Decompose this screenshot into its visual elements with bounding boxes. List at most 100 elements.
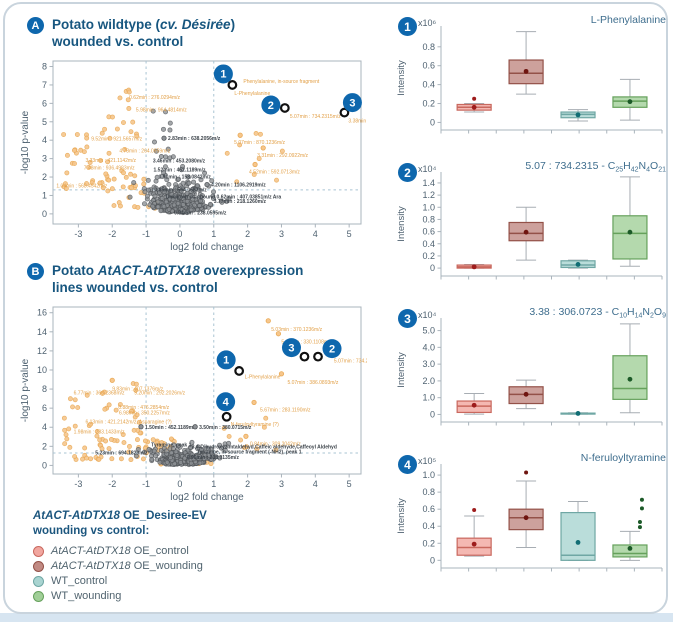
svg-text:-1: -1	[142, 229, 150, 239]
svg-text:4.20min : 1106.2919m/z: 4.20min : 1106.2919m/z	[211, 183, 266, 189]
svg-text:1.91min : 158.0842m/z: 1.91min : 158.0842m/z	[159, 175, 212, 181]
svg-text:0.62min : 276.0294m/z: 0.62min : 276.0294m/z	[129, 95, 180, 101]
svg-text:3.38min : 306.0723m/z: 3.38min : 306.0723m/z	[348, 119, 367, 125]
svg-text:5.98min : 964.4814m/z: 5.98min : 964.4814m/z	[136, 107, 187, 113]
svg-text:-log10 p-value: -log10 p-value	[20, 110, 31, 174]
panel-b-title-line1: Potato AtACT-AtDTX18 overexpression	[52, 263, 304, 278]
svg-text:0: 0	[430, 117, 435, 127]
boxplot-1-badge: 1	[398, 17, 417, 36]
svg-text:2: 2	[268, 100, 274, 112]
panel-a-badge: A	[27, 17, 44, 34]
svg-text:5: 5	[42, 117, 47, 127]
svg-text:3.85min : 564.0687m/z: 3.85min : 564.0687m/z	[155, 187, 208, 193]
svg-text:log2 fold change: log2 fold change	[170, 242, 244, 253]
svg-text:0.2: 0.2	[422, 99, 435, 109]
panel-a-title-line1: Potato wildtype (cv. Désirée)	[52, 17, 236, 32]
svg-text:6.77min : 366.2368m/z: 6.77min : 366.2368m/z	[74, 390, 125, 396]
svg-text:5.23min : 694.1829m/z: 5.23min : 694.1829m/z	[95, 451, 148, 457]
svg-text:14: 14	[37, 327, 47, 337]
svg-text:4: 4	[223, 397, 230, 409]
svg-text:9.83min : 407.1376m/z: 9.83min : 407.1376m/z	[112, 386, 163, 392]
legend-label: AtACT-AtDTX18 OE_control	[51, 545, 189, 557]
svg-text:5.07min : 386.0893m/z: 5.07min : 386.0893m/z	[287, 380, 338, 386]
svg-text:3.0: 3.0	[422, 359, 435, 369]
svg-text:2: 2	[329, 343, 335, 355]
svg-text:4: 4	[42, 135, 47, 145]
svg-text:1: 1	[223, 355, 229, 367]
svg-text:2: 2	[245, 229, 250, 239]
boxplot-2-badge: 2	[398, 163, 417, 182]
svg-text:16: 16	[37, 308, 47, 318]
svg-text:3: 3	[288, 342, 294, 354]
svg-text:3: 3	[349, 97, 355, 109]
panel-b-badge: B	[27, 263, 44, 280]
figure-card: A Potato wildtype (cv. Désirée) wounded …	[3, 2, 668, 614]
legend-swatch-oe_wounding	[33, 560, 44, 572]
page-bottom-strip	[0, 613, 673, 622]
svg-text:3: 3	[279, 479, 284, 489]
svg-text:0.4: 0.4	[422, 521, 435, 531]
boxplot-panel-3: 3 0 1.0 2.0 3.0 4.0 5.0 x10⁴ Intensity 3.38 : 30…	[388, 302, 672, 444]
svg-text:3: 3	[279, 229, 284, 239]
svg-text:0.6: 0.6	[422, 504, 435, 514]
svg-text:2.83min : 638.2056m/z: 2.83min : 638.2056m/z	[168, 136, 221, 142]
boxplot-4: 0 0.2 0.4 0.6 0.8 1.0 x10⁵ Intensity N-feruloylt…	[396, 452, 666, 572]
svg-text:1.0: 1.0	[422, 202, 435, 212]
svg-text:1.04min : 568.4542m/z: 1.04min : 568.4542m/z	[56, 183, 107, 189]
svg-text:2: 2	[42, 441, 47, 451]
legend-header: AtACT-AtDTX18 OE_Desiree-EV wounding vs …	[33, 509, 207, 539]
svg-text:0: 0	[430, 263, 435, 273]
svg-text:10: 10	[37, 365, 47, 375]
legend-item-oe_control: AtACT-AtDTX18 OE_control	[33, 545, 207, 557]
svg-text:5.07min : 734.2315m/z: 5.07min : 734.2315m/z	[334, 358, 367, 364]
boxplot-1: 0 0.2 0.4 0.6 0.8 x10⁶ Intensity L-Phenylalanin…	[396, 14, 666, 134]
svg-text:0: 0	[430, 555, 435, 565]
svg-text:0: 0	[177, 229, 182, 239]
panel-a-title-line2: wounded vs. control	[52, 34, 184, 49]
legend-item-wt_wounding: WT_wounding	[33, 590, 207, 602]
legend-swatch-wt_control	[33, 575, 44, 587]
svg-text:Intensity: Intensity	[396, 60, 407, 96]
svg-text:7.48min : 936.4983m/z: 7.48min : 936.4983m/z	[84, 166, 135, 172]
svg-text:1: 1	[42, 190, 47, 200]
legend-item-oe_wounding: AtACT-AtDTX18 OE_wounding	[33, 560, 207, 572]
svg-text:1.2: 1.2	[422, 190, 435, 200]
legend-label: WT_wounding	[51, 590, 122, 602]
boxplot-3: 0 1.0 2.0 3.0 4.0 5.0 x10⁴ Intensity 3.38 : 306.…	[396, 306, 666, 426]
boxplot-3-badge: 3	[398, 309, 417, 328]
svg-text:0.2: 0.2	[422, 538, 435, 548]
svg-text:0: 0	[430, 409, 435, 419]
svg-text:-1: -1	[142, 479, 150, 489]
svg-text:9.52min : 921.5657m/z: 9.52min : 921.5657m/z	[91, 137, 142, 143]
svg-text:5.07min : 734.2315m/z: 5.07min : 734.2315m/z	[290, 114, 341, 120]
svg-text:0.4: 0.4	[422, 80, 435, 90]
svg-text:3.31min : 292.0922m/z: 3.31min : 292.0922m/z	[257, 153, 308, 159]
svg-text:1.4: 1.4	[422, 178, 435, 188]
svg-text:0.8: 0.8	[422, 42, 435, 52]
legend-label: AtACT-AtDTX18 OE_wounding	[51, 560, 203, 572]
svg-text:0: 0	[42, 209, 47, 219]
svg-text:Tyramine, in-source fragment (: Tyramine, in-source fragment (-NH2), pea…	[197, 450, 302, 456]
svg-text:1.50min : 452.1189m/z: 1.50min : 452.1189m/z	[145, 425, 197, 431]
svg-text:3.77min : 218.1260m/z: 3.77min : 218.1260m/z	[214, 199, 267, 205]
svg-text:0.8: 0.8	[422, 487, 435, 497]
svg-text:x10⁵: x10⁵	[418, 456, 437, 466]
svg-text:2: 2	[42, 172, 47, 182]
boxplot-2: 0 0.2 0.4 0.6 0.8 1.0 1.2 1.4 x10⁴ Intensity 5.07 …	[396, 160, 666, 280]
svg-text:1.0: 1.0	[422, 393, 435, 403]
svg-text:4: 4	[313, 229, 318, 239]
svg-text:0.6: 0.6	[422, 227, 435, 237]
legend: AtACT-AtDTX18 OE_Desiree-EV wounding vs …	[33, 509, 207, 602]
svg-text:4.0: 4.0	[422, 342, 435, 352]
svg-text:0.96min : 218.0135m/z: 0.96min : 218.0135m/z	[187, 455, 240, 461]
panel-a-header: A Potato wildtype (cv. Désirée) wounded …	[27, 16, 235, 50]
svg-text:3.50min : 380.0715m/z: 3.50min : 380.0715m/z	[199, 425, 252, 431]
svg-text:9.20min : 292.2026m/z: 9.20min : 292.2026m/z	[134, 391, 185, 397]
svg-text:Tyramine, peak 1: Tyramine, peak 1	[151, 442, 191, 448]
boxplot-panel-1: 1 0 0.2 0.4 0.6 0.8 x10⁶ Intensity L-Phenylalan…	[388, 10, 672, 152]
svg-text:7: 7	[42, 80, 47, 90]
svg-text:log2 fold change: log2 fold change	[170, 492, 244, 503]
legend-items: AtACT-AtDTX18 OE_control AtACT-AtDTX18 OE…	[33, 545, 207, 602]
svg-text:1: 1	[211, 229, 216, 239]
